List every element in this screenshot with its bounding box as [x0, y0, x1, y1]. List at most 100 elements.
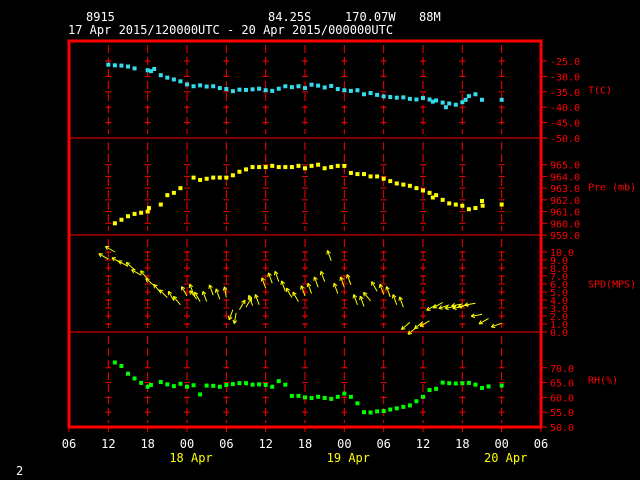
pressure-point	[447, 201, 452, 206]
temperature-point	[368, 91, 373, 96]
temperature-point	[250, 87, 255, 92]
temperature-point	[401, 95, 406, 100]
time-period: 17 Apr 2015/120000UTC - 20 Apr 2015/0000…	[68, 23, 394, 37]
rh-point	[119, 364, 124, 369]
temperature-point	[171, 77, 176, 82]
temperature-point	[480, 97, 484, 102]
pressure-point	[132, 211, 137, 216]
wind-arrow	[228, 309, 234, 321]
wind-arrow	[189, 290, 198, 300]
temperature-point	[244, 87, 248, 92]
temperature-point	[198, 83, 203, 88]
temperature-point	[499, 97, 504, 102]
rh-point	[499, 383, 504, 388]
wind-arrow	[254, 294, 260, 305]
temperature-point	[430, 99, 435, 104]
date-label: 18 Apr	[169, 451, 212, 465]
temperature-point	[466, 94, 471, 99]
temperature-point	[257, 86, 262, 91]
wind-arrow	[167, 290, 175, 302]
temperature-point	[362, 92, 366, 97]
station-elevation: 88M	[419, 10, 441, 24]
x-tick-label: 06	[534, 437, 548, 451]
pressure-point	[427, 190, 432, 195]
wind-arrow	[371, 281, 378, 292]
pressure-point	[145, 209, 150, 214]
rh-point	[460, 381, 465, 386]
panel-label-rh: RH(%)	[588, 376, 618, 387]
pressure-point	[283, 165, 288, 170]
pressure-point	[335, 163, 340, 168]
y-tick-label: 4.0	[550, 296, 568, 307]
pressure-point	[407, 183, 412, 188]
x-tick-label: 06	[219, 437, 233, 451]
rh-point	[132, 376, 137, 381]
rh-point	[388, 407, 393, 412]
rh-point	[165, 382, 170, 387]
x-tick-label: 00	[180, 437, 194, 451]
y-tick-label: -40.0	[550, 103, 580, 114]
station-latitude: 84.25S	[268, 10, 312, 24]
wind-arrow	[118, 260, 129, 267]
temperature-point	[348, 88, 353, 93]
y-tick-label: 2.0	[550, 312, 568, 323]
pressure-point	[198, 177, 203, 182]
y-tick-label: 965.0	[550, 161, 580, 172]
wind-arrow	[104, 246, 116, 253]
wind-arrow	[464, 302, 476, 307]
rh-point	[453, 381, 458, 386]
temperature-point	[447, 101, 452, 106]
rh-point	[250, 382, 255, 387]
temperature-point	[440, 100, 445, 105]
temperature-point	[316, 83, 321, 88]
y-tick-label: 65.0	[550, 379, 574, 390]
wind-arrow	[232, 312, 238, 324]
temperature-point	[276, 86, 281, 91]
rh-point	[473, 382, 478, 387]
pressure-point	[126, 214, 130, 219]
rh-point	[335, 394, 340, 399]
y-tick-label: 5.0	[550, 288, 568, 299]
temperature-point	[211, 84, 216, 89]
temperature-point	[463, 97, 468, 102]
pressure-point	[158, 202, 163, 207]
y-tick-label: 8.0	[550, 264, 568, 275]
rh-point	[145, 384, 150, 389]
rh-point	[257, 382, 262, 387]
rh-point	[303, 395, 307, 400]
wind-arrow	[188, 283, 195, 295]
pressure-point	[329, 165, 334, 170]
pressure-point	[230, 173, 235, 178]
wind-arrow	[208, 284, 214, 296]
temperature-point	[335, 87, 340, 92]
rh-point	[414, 399, 419, 404]
date-label: 19 Apr	[327, 451, 370, 465]
rh-point	[434, 386, 439, 391]
y-tick-label: 959.0	[550, 231, 580, 242]
pressure-point	[362, 172, 366, 177]
pressure-point	[296, 163, 301, 168]
wind-arrow	[419, 320, 430, 327]
temperature-point	[473, 92, 478, 97]
rh-point	[375, 409, 380, 414]
y-tick-label: 3.0	[550, 304, 568, 315]
temperature-point	[126, 64, 130, 69]
temperature-point	[421, 95, 425, 100]
rh-point	[158, 380, 163, 385]
wind-arrow	[273, 270, 280, 282]
temperature-point	[296, 84, 301, 89]
rh-point	[148, 382, 153, 387]
pressure-point	[375, 174, 380, 179]
wind-arrow	[222, 286, 228, 298]
temperature-point	[263, 88, 268, 93]
y-tick-label: 964.0	[550, 172, 580, 183]
wind-arrow	[362, 291, 371, 302]
temperature-point	[119, 63, 124, 68]
wind-arrow	[194, 291, 201, 302]
rh-point	[139, 380, 144, 385]
station-longitude: 170.07W	[345, 10, 396, 24]
pressure-point	[119, 217, 124, 222]
rh-point	[486, 384, 491, 389]
rh-point	[224, 382, 229, 387]
x-tick-label: 06	[62, 437, 76, 451]
